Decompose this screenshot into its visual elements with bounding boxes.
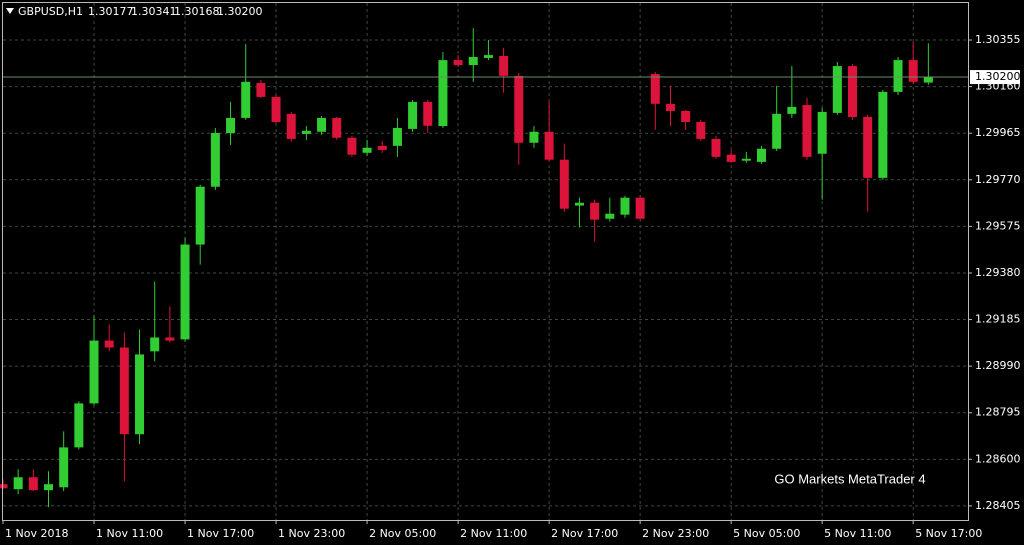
candle-body bbox=[286, 113, 296, 139]
x-tick-label: 2 Nov 05:00 bbox=[369, 527, 436, 540]
candle-body bbox=[802, 105, 812, 157]
candle-body bbox=[923, 77, 933, 83]
candle-body bbox=[817, 111, 827, 154]
plot-frame bbox=[2, 2, 969, 521]
candle-body bbox=[574, 202, 584, 206]
candle-body bbox=[317, 117, 327, 132]
current-price-box bbox=[970, 70, 1020, 85]
x-tick-label: 2 Nov 17:00 bbox=[551, 527, 618, 540]
candle-body bbox=[438, 60, 448, 127]
x-tick-label: 5 Nov 05:00 bbox=[733, 527, 800, 540]
x-tick-label: 5 Nov 17:00 bbox=[915, 527, 982, 540]
candle-body bbox=[180, 244, 190, 340]
candle-body bbox=[514, 75, 524, 143]
x-tick-label: 1 Nov 11:00 bbox=[96, 527, 163, 540]
y-tick-label: 1.28795 bbox=[975, 406, 1021, 419]
candle-body bbox=[468, 56, 478, 66]
candle-body bbox=[620, 197, 630, 215]
grid bbox=[3, 3, 968, 520]
candle-body bbox=[908, 60, 918, 82]
y-tick-label: 1.30355 bbox=[975, 33, 1021, 46]
candle-body bbox=[665, 103, 675, 111]
candle-body bbox=[226, 117, 236, 133]
candle-body bbox=[347, 137, 357, 155]
candle-body bbox=[848, 66, 858, 117]
x-tick-label: 1 Nov 17:00 bbox=[187, 527, 254, 540]
candle-body bbox=[89, 340, 99, 404]
candle-body bbox=[195, 186, 205, 245]
candle-body bbox=[635, 197, 645, 219]
candle-body bbox=[74, 403, 84, 448]
candle-body bbox=[483, 55, 493, 58]
candle-body bbox=[392, 127, 402, 146]
candle-body bbox=[559, 159, 569, 209]
candle-body bbox=[590, 202, 600, 220]
candle-body bbox=[28, 477, 38, 491]
candles bbox=[0, 28, 933, 508]
candle-body bbox=[301, 130, 311, 134]
candle-body bbox=[210, 132, 220, 187]
close-label: 1.30200 bbox=[217, 5, 263, 18]
symbol-label: GBPUSD,H1 bbox=[18, 5, 83, 18]
candle-body bbox=[150, 337, 160, 352]
candle-body bbox=[332, 117, 342, 138]
candle-body bbox=[423, 101, 433, 126]
candle-body bbox=[741, 158, 751, 161]
y-tick-label: 1.28405 bbox=[975, 499, 1021, 512]
candle-body bbox=[13, 477, 23, 490]
open-label: 1.30177 bbox=[88, 5, 134, 18]
candle-body bbox=[832, 66, 842, 113]
y-tick-label: 1.28600 bbox=[975, 452, 1021, 465]
x-tick-label: 1 Nov 23:00 bbox=[278, 527, 345, 540]
candle-body bbox=[772, 113, 782, 149]
candle-body bbox=[44, 484, 54, 491]
candle-body bbox=[165, 337, 175, 341]
candle-body bbox=[757, 148, 766, 162]
y-tick-label: 1.28990 bbox=[975, 359, 1021, 372]
y-tick-label: 1.29185 bbox=[975, 313, 1021, 326]
high-label: 1.30341 bbox=[131, 5, 177, 18]
candle-body bbox=[544, 131, 554, 160]
candle-body bbox=[863, 116, 873, 178]
watermark: GO Markets MetaTrader 4 bbox=[774, 471, 925, 486]
y-tick-label: 1.29380 bbox=[975, 266, 1021, 279]
x-tick-label: 2 Nov 23:00 bbox=[642, 527, 709, 540]
x-tick-label: 5 Nov 11:00 bbox=[824, 527, 891, 540]
candle-body bbox=[726, 154, 736, 162]
candle-body bbox=[119, 347, 129, 435]
candle-body bbox=[650, 73, 660, 104]
candle-body bbox=[362, 147, 372, 153]
candle-body bbox=[878, 91, 888, 178]
candle-body bbox=[59, 447, 69, 488]
x-tick-label: 2 Nov 11:00 bbox=[460, 527, 527, 540]
candle-body bbox=[271, 96, 281, 122]
candle-body bbox=[135, 354, 145, 435]
candle-body bbox=[408, 101, 418, 129]
candle-body bbox=[787, 106, 797, 114]
candle-body bbox=[453, 60, 463, 66]
candle-body bbox=[377, 145, 387, 150]
candle-body bbox=[696, 121, 706, 139]
candle-body bbox=[711, 138, 721, 157]
x-tick-label: 1 Nov 2018 bbox=[5, 527, 68, 540]
candle-body bbox=[256, 83, 266, 97]
candle-body bbox=[893, 60, 903, 92]
candle-body bbox=[681, 110, 691, 122]
candle-body bbox=[104, 340, 114, 348]
y-tick-label: 1.29965 bbox=[975, 126, 1021, 139]
candle-body bbox=[605, 213, 615, 219]
candle-body bbox=[499, 56, 509, 76]
low-label: 1.30168 bbox=[174, 5, 220, 18]
y-tick-label: 1.29575 bbox=[975, 219, 1021, 232]
candle-body bbox=[529, 131, 539, 143]
candle-body bbox=[241, 81, 251, 118]
y-tick-label: 1.29770 bbox=[975, 173, 1021, 186]
candle-body bbox=[0, 484, 8, 489]
current-price-label: 1.30200 bbox=[975, 70, 1021, 83]
menu-arrow[interactable] bbox=[6, 8, 14, 14]
